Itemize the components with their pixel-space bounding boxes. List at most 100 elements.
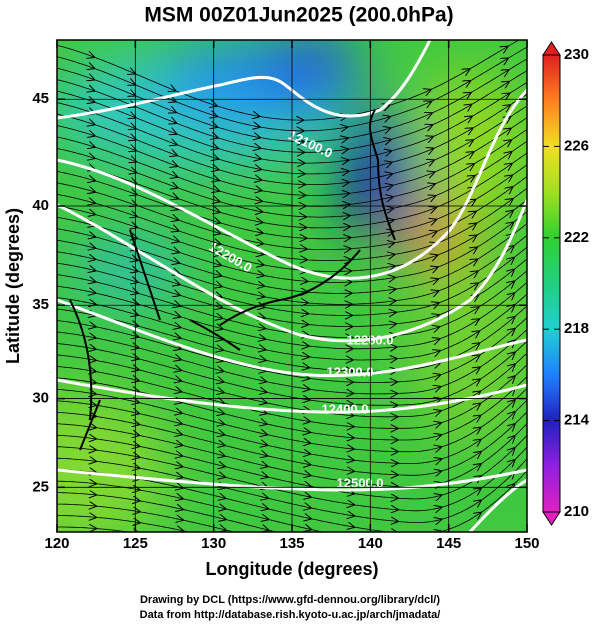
streamline-segment: [510, 128, 527, 141]
streamline-segment: [179, 305, 222, 318]
streamline-segment: [507, 46, 527, 59]
streamline-segment: [179, 273, 221, 287]
streamline-segment: [93, 56, 135, 74]
streamline-segment: [437, 247, 477, 268]
x-tick-label: 120: [44, 535, 69, 552]
coastlines: [69, 109, 396, 451]
streamline-segment: [95, 516, 140, 522]
streamline-segment: [303, 138, 348, 142]
streamline-segment: [349, 208, 393, 216]
streamline-segment: [305, 193, 349, 195]
streamline-segment: [437, 259, 477, 280]
streamline-segment: [138, 369, 182, 381]
streamline-segment: [396, 351, 440, 359]
x-tick-label: 145: [436, 535, 461, 552]
streamline-segment: [181, 391, 224, 403]
streamline-segment: [392, 172, 434, 186]
streamline-segment: [136, 194, 178, 210]
streamline-segment: [351, 278, 395, 283]
streamline-segment: [347, 140, 391, 150]
streamline-segment: [57, 401, 96, 406]
streamline-segment: [180, 359, 223, 372]
streamline-segment: [182, 487, 226, 498]
streamline-segment: [306, 249, 351, 250]
streamline-segment: [263, 285, 308, 292]
streamline-segment: [178, 219, 220, 233]
streamline-segment: [216, 105, 260, 117]
streamline-segment: [57, 79, 94, 91]
streamline-segment: [224, 423, 267, 434]
streamline-segment: [138, 347, 180, 360]
streamline-segment: [135, 161, 177, 177]
streamline-segment: [475, 187, 513, 212]
streamline-segment: [264, 296, 308, 303]
streamline-segment: [267, 497, 311, 508]
streamline-segment: [94, 112, 135, 128]
streamline-segment: [267, 519, 311, 529]
streamline-segment: [57, 216, 95, 226]
streamline-segment: [95, 382, 139, 392]
streamline-segment: [438, 283, 478, 304]
streamline-segment: [262, 243, 307, 250]
streamline-segment: [431, 93, 471, 114]
streamline-segment: [353, 504, 398, 510]
streamline-segment: [263, 275, 308, 282]
streamline-segment: [95, 427, 139, 436]
streamline-segment: [262, 222, 306, 227]
streamline-segment: [259, 137, 304, 142]
streamline-segment: [304, 160, 348, 163]
streamline-segment: [218, 158, 261, 169]
streamline-segment: [57, 193, 95, 204]
streamline-segment: [57, 182, 95, 192]
streamline-segment: [441, 440, 480, 460]
streamline-segment: [57, 90, 94, 102]
streamline-segment: [182, 519, 226, 530]
streamline-segment: [306, 260, 351, 261]
streamline-segment: [480, 388, 514, 416]
streamline-segment: [480, 424, 515, 453]
streamline-segment: [478, 305, 514, 332]
streamline-segment: [508, 70, 527, 83]
streamline-segment: [475, 176, 512, 201]
streamline-segment: [471, 94, 510, 117]
streamline-segment: [395, 291, 439, 302]
streamline-segment: [350, 266, 395, 272]
streamline-segment: [57, 412, 96, 416]
streamline-segment: [222, 339, 266, 350]
streamline-segment: [389, 90, 431, 106]
streamline-segment: [351, 289, 396, 293]
streamline-segment: [136, 238, 179, 252]
streamline-segment: [508, 58, 527, 71]
title: MSM 00Z01Jun2025 (200.0hPa): [144, 4, 453, 27]
streamline-segment: [476, 211, 513, 236]
streamline-segment: [348, 151, 391, 161]
streamline-segment: [479, 364, 515, 392]
streamline-segment: [432, 105, 471, 126]
streamline-segment: [347, 117, 390, 128]
streamline-segment: [397, 519, 442, 522]
streamline-segment: [353, 404, 397, 405]
streamline-segment: [304, 182, 349, 184]
streamline-segment: [260, 158, 305, 163]
streamline-segment: [353, 515, 398, 522]
streamline-segment: [95, 393, 139, 403]
streamline-segment: [138, 413, 182, 424]
streamline-segment: [397, 471, 442, 475]
streamline-segment: [95, 281, 138, 293]
streamline-segment: [95, 494, 140, 501]
streamline-segment: [136, 172, 177, 188]
streamline-segment: [397, 399, 440, 406]
streamline-segment: [514, 387, 527, 401]
streamline-segment: [219, 211, 263, 222]
streamline-segment: [135, 139, 177, 156]
streamline-segment: [390, 113, 431, 129]
streamline-segment: [266, 402, 309, 411]
streamline-segment: [397, 495, 442, 499]
streamline-segment: [514, 399, 527, 413]
streamline-segment: [513, 234, 527, 247]
streamline-segment: [391, 160, 434, 175]
streamline-segment: [218, 169, 262, 180]
streamline-segment: [57, 516, 96, 518]
streamline-segment: [95, 270, 138, 283]
streamline-segment: [353, 427, 398, 429]
